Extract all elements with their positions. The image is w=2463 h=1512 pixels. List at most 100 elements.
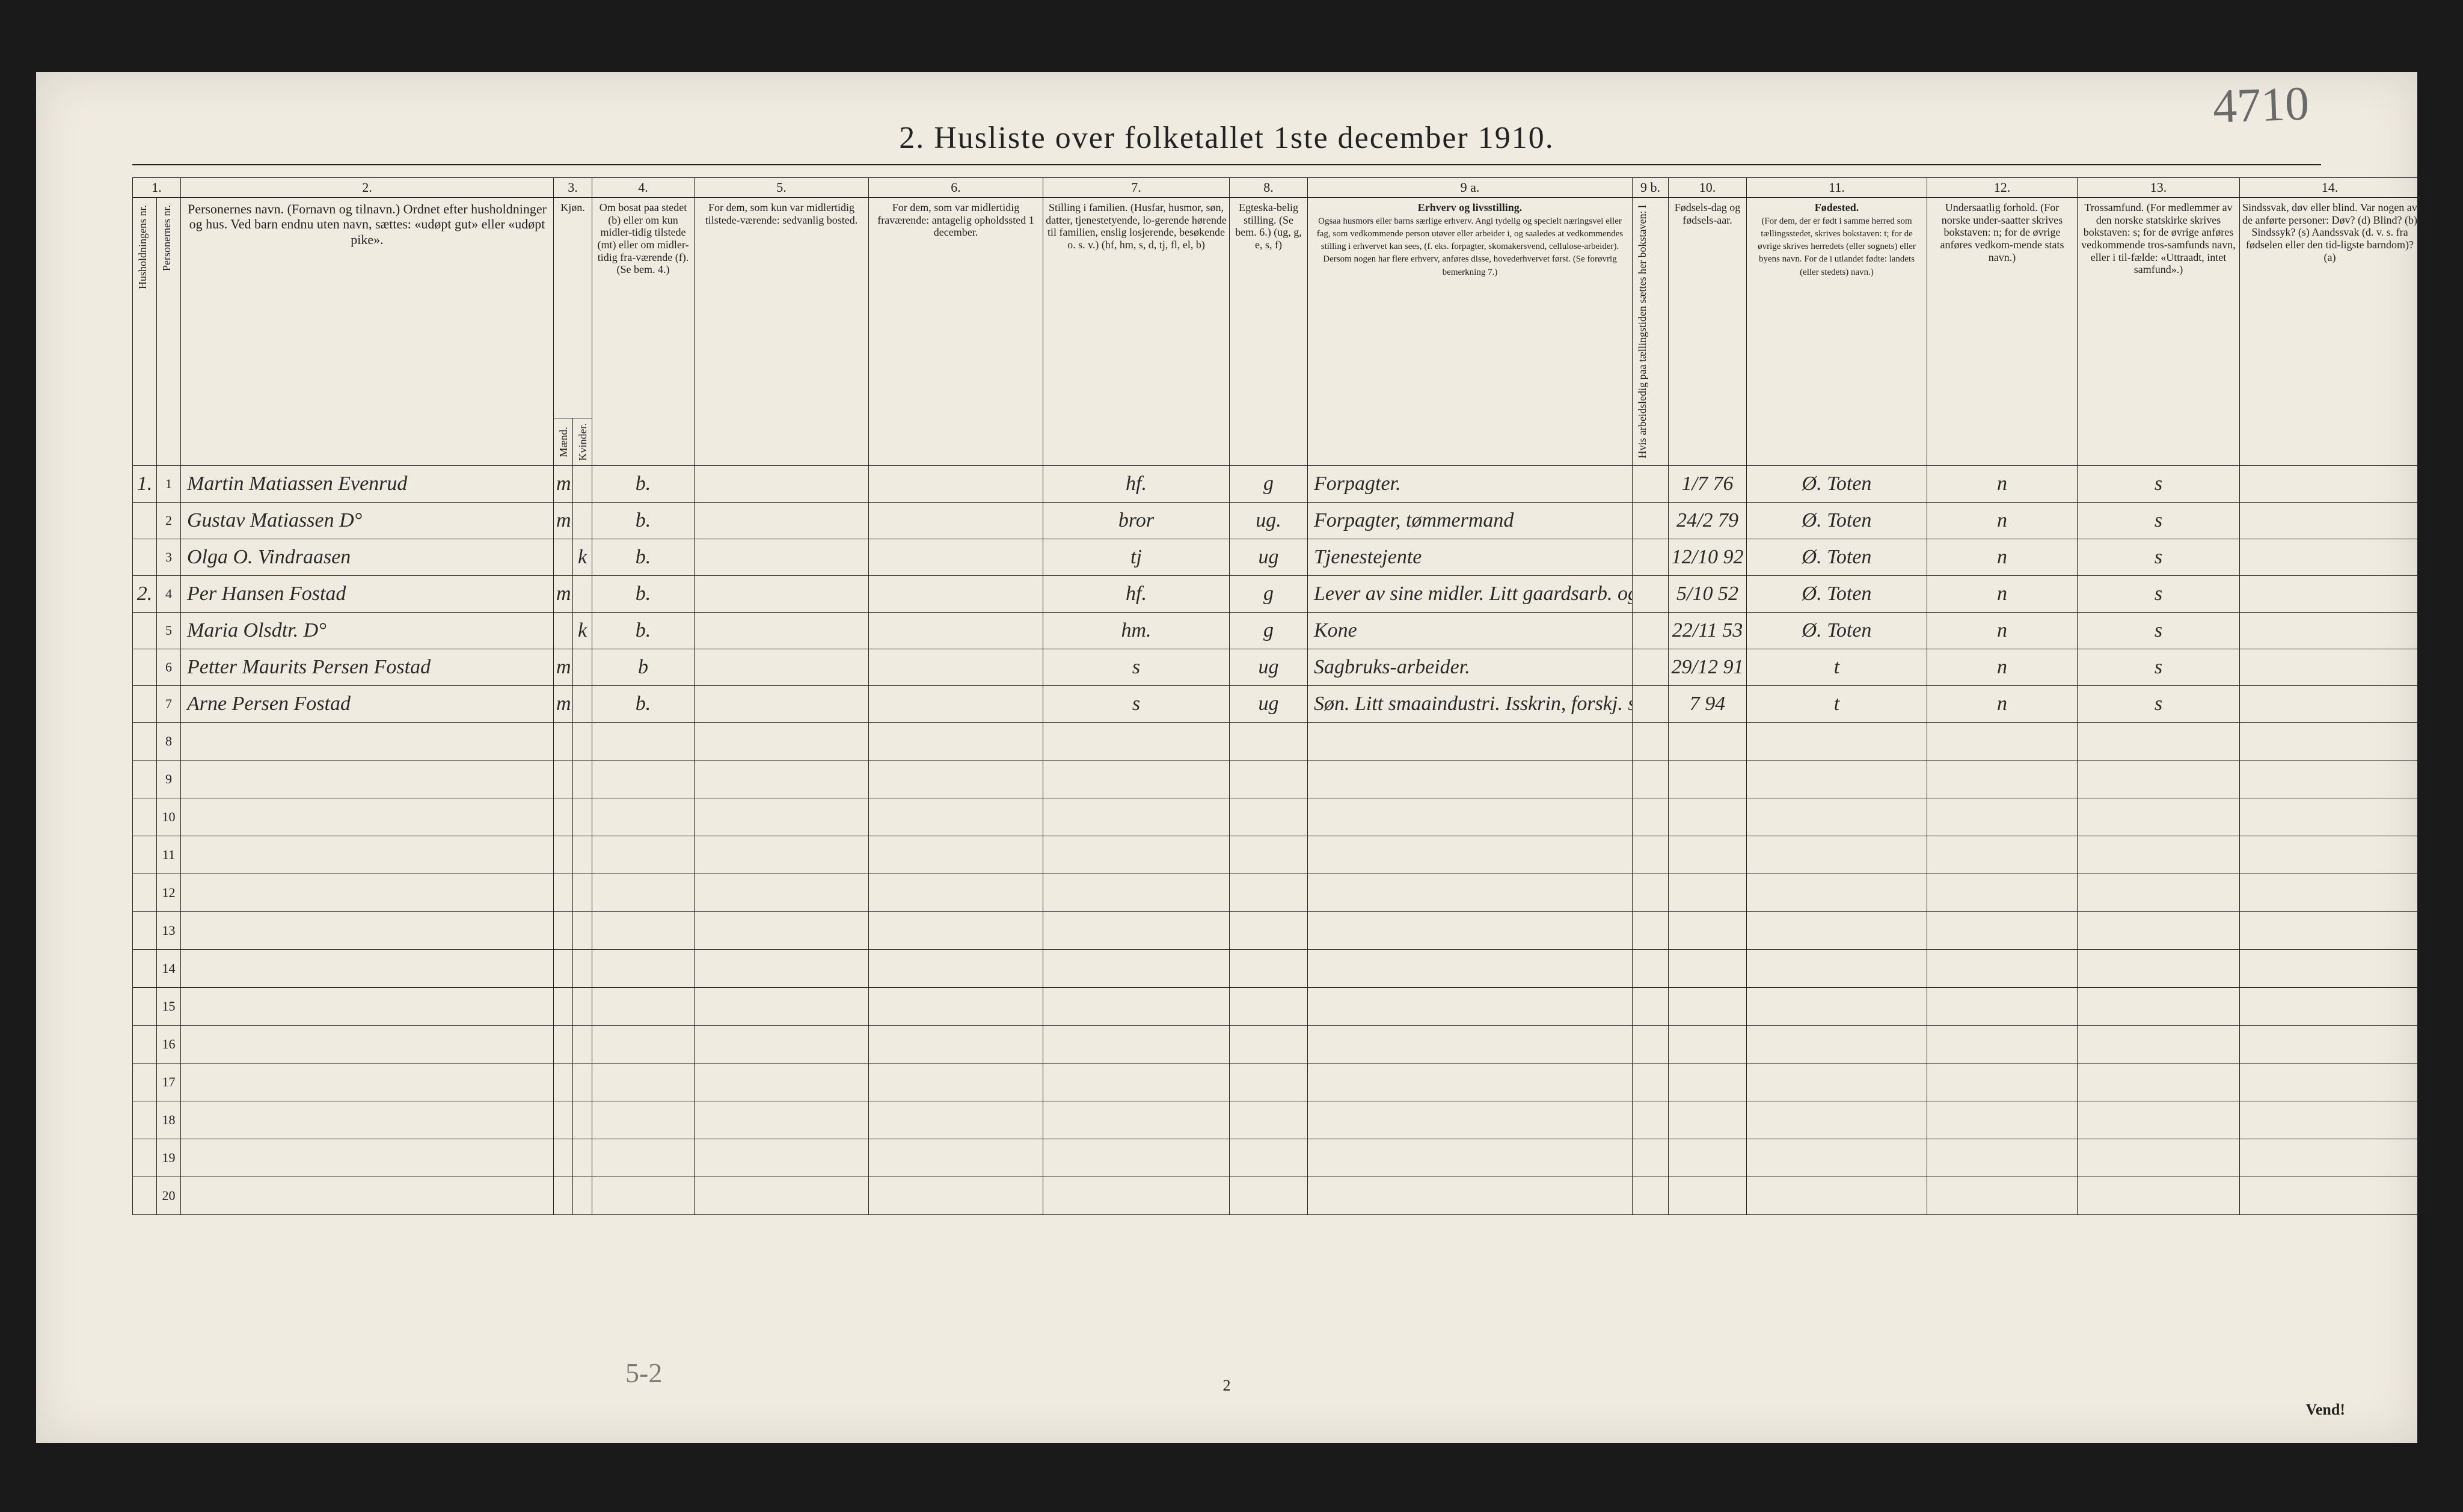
empty-cell [1747, 836, 1927, 874]
empty-cell [2078, 1139, 2240, 1177]
empty-cell [695, 912, 869, 950]
empty-cell [695, 798, 869, 836]
cell-erhverv: Lever av sine midler. Litt gaardsarb. og… [1308, 576, 1633, 613]
empty-cell [133, 874, 157, 912]
empty-cell [1927, 988, 2078, 1026]
cell-undersaat: n [1927, 466, 2078, 503]
empty-cell [869, 1026, 1043, 1064]
cell-arbeidsledig [1633, 503, 1669, 539]
empty-cell [2078, 723, 2240, 761]
cell-fodselsdato: 7 94 [1669, 686, 1747, 723]
empty-cell [573, 1026, 592, 1064]
cell-bosat: b. [592, 503, 695, 539]
cell-egteskab: ug [1230, 649, 1308, 686]
hdr-fodselsdato: Fødsels-dag og fødsels-aar. [1669, 198, 1747, 466]
cell-fodested: Ø. Toten [1747, 539, 1927, 576]
empty-cell [181, 798, 554, 836]
empty-cell [1633, 723, 1669, 761]
cell-sex-k [573, 686, 592, 723]
empty-cell [869, 950, 1043, 988]
cell-sindssvak [2240, 503, 2420, 539]
census-table: 1. 2. 3. 4. 5. 6. 7. 8. 9 a. 9 b. 10. 11… [132, 177, 2420, 1215]
cell-undersaat: n [1927, 539, 2078, 576]
empty-cell [181, 723, 554, 761]
empty-cell [869, 798, 1043, 836]
colnum-6: 6. [869, 178, 1043, 198]
hdr-trossamfund: Trossamfund. (For medlemmer av den norsk… [2078, 198, 2240, 466]
cell-stilling: hf. [1043, 576, 1230, 613]
empty-cell [592, 798, 695, 836]
printed-page-number: 2 [1223, 1377, 1231, 1395]
cell-sex-m: m [554, 503, 573, 539]
hdr-fodested-title: Fødested. [1815, 201, 1859, 213]
empty-cell [2078, 950, 2240, 988]
colnum-14: 14. [2240, 178, 2420, 198]
empty-cell: 11 [157, 836, 181, 874]
cell-hnr [133, 686, 157, 723]
empty-cell [1230, 723, 1308, 761]
cell-sex-m: m [554, 686, 573, 723]
cell-sindssvak [2240, 613, 2420, 649]
empty-cell [1230, 1101, 1308, 1139]
title-underline [132, 164, 2321, 165]
cell-erhverv: Søn. Litt smaaindustri. Isskrin, forskj.… [1308, 686, 1633, 723]
empty-cell [133, 836, 157, 874]
empty-cell [1747, 988, 1927, 1026]
empty-cell [2240, 836, 2420, 874]
cell-bosat: b. [592, 466, 695, 503]
table-row: 11 [133, 836, 2420, 874]
empty-cell [573, 912, 592, 950]
empty-cell [1043, 874, 1230, 912]
cell-stilling: hm. [1043, 613, 1230, 649]
cell-fodested: Ø. Toten [1747, 503, 1927, 539]
cell-erhverv: Forpagter, tømmermand [1308, 503, 1633, 539]
empty-cell [1633, 836, 1669, 874]
empty-cell [1927, 1177, 2078, 1215]
empty-cell: 13 [157, 912, 181, 950]
empty-cell [592, 950, 695, 988]
empty-cell [573, 723, 592, 761]
cell-trossamfund: s [2078, 503, 2240, 539]
empty-cell [1927, 874, 2078, 912]
table-row: 15 [133, 988, 2420, 1026]
cell-trossamfund: s [2078, 649, 2240, 686]
cell-sex-m: m [554, 576, 573, 613]
empty-cell [592, 988, 695, 1026]
empty-cell [1043, 798, 1230, 836]
cell-egteskab: ug. [1230, 503, 1308, 539]
empty-cell [1308, 761, 1633, 798]
empty-cell [1669, 950, 1747, 988]
empty-cell [554, 723, 573, 761]
table-row: 1.1Martin Matiassen Evenrudmb.hf.gForpag… [133, 466, 2420, 503]
cell-hnr [133, 503, 157, 539]
empty-cell [695, 950, 869, 988]
empty-cell [1927, 912, 2078, 950]
cell-midl-tilstede [695, 686, 869, 723]
empty-cell [1308, 1101, 1633, 1139]
empty-cell [1633, 1026, 1669, 1064]
empty-cell [1927, 836, 2078, 874]
empty-cell [592, 761, 695, 798]
cell-erhverv: Tjenestejente [1308, 539, 1633, 576]
hdr-fodested: Fødested. (For dem, der er født i samme … [1747, 198, 1927, 466]
hdr-person-nr: Personernes nr. [157, 198, 181, 466]
empty-cell [1927, 761, 2078, 798]
table-body: 1.1Martin Matiassen Evenrudmb.hf.gForpag… [133, 466, 2420, 1215]
empty-cell [133, 950, 157, 988]
empty-cell [1927, 1101, 2078, 1139]
cell-pnr: 4 [157, 576, 181, 613]
empty-cell [1747, 1026, 1927, 1064]
empty-cell [554, 798, 573, 836]
cell-pnr: 1 [157, 466, 181, 503]
cell-midl-frav [869, 613, 1043, 649]
cell-undersaat: n [1927, 613, 2078, 649]
empty-cell [573, 1139, 592, 1177]
empty-cell [869, 1177, 1043, 1215]
hdr-maend: Mænd. [554, 418, 573, 466]
cell-midl-frav [869, 503, 1043, 539]
empty-cell [695, 1177, 869, 1215]
empty-cell [1669, 798, 1747, 836]
empty-cell: 17 [157, 1064, 181, 1101]
empty-cell [592, 1064, 695, 1101]
empty-cell [1633, 874, 1669, 912]
